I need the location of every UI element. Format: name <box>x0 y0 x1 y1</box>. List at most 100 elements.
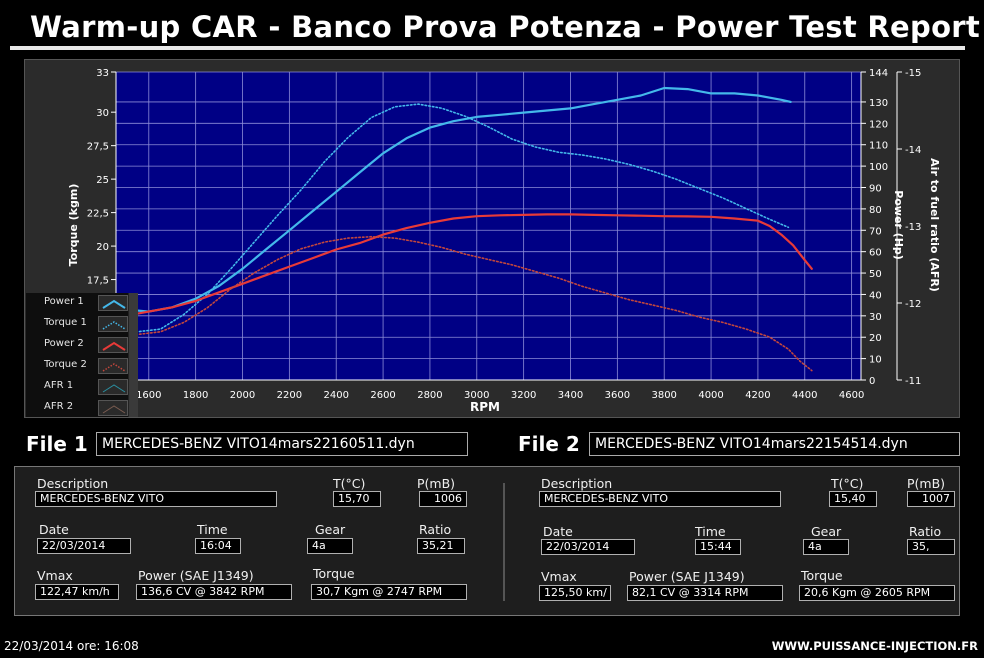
power-tick-label: 70 <box>869 226 882 237</box>
run2-pressure-field[interactable]: 1007 <box>907 491 955 507</box>
file-2-label: File 2 <box>518 432 580 456</box>
run2-time-field[interactable]: 15:44 <box>695 539 741 555</box>
afr-tick-label: -12 <box>905 299 921 310</box>
legend-label: Power 2 <box>44 338 84 349</box>
torque-axis-title: Torque (kgm) <box>67 184 80 267</box>
x-tick-label: 2800 <box>417 390 442 401</box>
torque-tick-label: 25 <box>96 175 109 186</box>
torque-tick-label: 20 <box>96 242 109 253</box>
legend-item-power-2[interactable]: Power 2 <box>26 335 138 356</box>
run2-date-field[interactable]: 22/03/2014 <box>541 539 635 555</box>
run1-time-field[interactable]: 16:04 <box>195 538 241 554</box>
run1-pressure-field[interactable]: 1006 <box>419 491 467 507</box>
run2-power-field[interactable]: 82,1 CV @ 3314 RPM <box>627 585 783 601</box>
legend-swatch <box>98 400 128 416</box>
power-tick-label: 110 <box>869 141 888 152</box>
run1-temperature-field[interactable]: 15,70 <box>333 491 381 507</box>
legend-label: Power 1 <box>44 296 84 307</box>
afr-tick-label: -15 <box>905 68 921 79</box>
run1-torque-label: Torque <box>313 566 355 581</box>
run2-gear-field[interactable]: 4a <box>803 539 849 555</box>
legend-swatch <box>98 358 128 374</box>
run1-description-label: Description <box>37 476 109 491</box>
run2-torque-field[interactable]: 20,6 Kgm @ 2605 RPM <box>799 585 955 601</box>
run-divider <box>503 483 505 601</box>
power-axis-title: Power (Hp) <box>892 190 905 260</box>
run2-pressure-label: P(mB) <box>907 476 946 491</box>
torque-tick-label: 27,5 <box>87 142 109 153</box>
x-tick-label: 3000 <box>464 390 489 401</box>
run1-description-field[interactable]: MERCEDES-BENZ VITO <box>35 491 277 507</box>
x-tick-label: 4600 <box>839 390 864 401</box>
run2-time-label: Time <box>695 524 726 539</box>
run2-vmax-field[interactable]: 125,50 km/ <box>539 585 611 601</box>
run2-description-field[interactable]: MERCEDES-BENZ VITO <box>539 491 781 507</box>
x-tick-label: 4000 <box>698 390 723 401</box>
power-tick-label: 20 <box>869 333 882 344</box>
report-title: Warm-up CAR - Banco Prova Potenza - Powe… <box>30 10 981 44</box>
run2-ratio-field[interactable]: 35, <box>907 539 955 555</box>
run1-ratio-field[interactable]: 35,21 <box>417 538 465 554</box>
run2-vmax-label: Vmax <box>541 569 577 584</box>
plot-area <box>116 72 861 380</box>
run1-vmax-label: Vmax <box>37 568 73 583</box>
x-tick-label: 2600 <box>370 390 395 401</box>
power-tick-label: 10 <box>869 355 882 366</box>
run2-ratio-label: Ratio <box>909 524 942 539</box>
x-tick-label: 2400 <box>323 390 348 401</box>
run1-ratio-label: Ratio <box>419 522 452 537</box>
title-divider <box>10 46 965 50</box>
run1-vmax-field[interactable]: 122,47 km/h <box>35 584 119 600</box>
power-tick-label: 100 <box>869 162 888 173</box>
torque-tick-label: 33 <box>96 68 109 79</box>
x-axis-title: RPM <box>470 400 500 414</box>
series-power-2 <box>124 213 813 317</box>
legend-label: AFR 1 <box>44 380 74 391</box>
power-tick-label: 30 <box>869 312 882 323</box>
legend-item-afr-2[interactable]: AFR 2 <box>26 398 138 419</box>
legend-swatch <box>98 295 128 311</box>
legend-item-afr-1[interactable]: AFR 1 <box>26 377 138 398</box>
afr-tick-label: -14 <box>905 145 921 156</box>
power-test-chart: 1600 1800 2000 2200 2400 2600 2800 3000 3200 3400… <box>24 59 960 418</box>
run1-date-field[interactable]: 22/03/2014 <box>37 538 131 554</box>
run1-gear-field[interactable]: 4a <box>307 538 353 554</box>
x-tick-label: 4200 <box>745 390 770 401</box>
legend-swatch <box>98 337 128 353</box>
run2-description-label: Description <box>541 476 613 491</box>
legend-scrollbar[interactable] <box>128 293 138 417</box>
series-torque-1 <box>112 103 790 333</box>
run2-temperature-label: T(°C) <box>831 476 864 491</box>
file-1-label: File 1 <box>26 432 88 456</box>
file-2-name-field[interactable]: MERCEDES-BENZ VITO14mars22154514.dyn <box>589 432 960 456</box>
run1-gear-label: Gear <box>315 522 346 537</box>
afr-axis-title: Air to fuel ratio (AFR) <box>928 158 941 292</box>
x-tick-label: 3600 <box>605 390 630 401</box>
footer-website-link[interactable]: WWW.PUISSANCE-INJECTION.FR <box>771 639 978 653</box>
run2-gear-label: Gear <box>811 524 842 539</box>
power-tick-label: 60 <box>869 248 882 259</box>
series-power-1 <box>124 86 792 313</box>
series-torque-2 <box>112 235 813 372</box>
legend-item-torque-2[interactable]: Torque 2 <box>26 356 138 377</box>
power-tick-label: 144 <box>869 68 888 79</box>
run1-date-label: Date <box>39 522 69 537</box>
power-tick-label: 80 <box>869 205 882 216</box>
run2-temperature-field[interactable]: 15,40 <box>829 491 877 507</box>
x-tick-label: 2000 <box>230 390 255 401</box>
run2-power-label: Power (SAE J1349) <box>629 569 745 584</box>
file-1-name-field[interactable]: MERCEDES-BENZ VITO14mars22160511.dyn <box>96 432 468 456</box>
legend-item-torque-1[interactable]: Torque 1 <box>26 314 138 335</box>
run1-torque-field[interactable]: 30,7 Kgm @ 2747 RPM <box>311 584 467 600</box>
torque-tick-label: 22,5 <box>87 209 109 220</box>
power-tick-label: 40 <box>869 290 882 301</box>
legend-swatch <box>98 316 128 332</box>
footer-timestamp: 22/03/2014 ore: 16:08 <box>4 639 139 653</box>
torque-tick-label: 17,5 <box>87 276 109 287</box>
x-tick-label: 3800 <box>651 390 676 401</box>
run1-power-field[interactable]: 136,6 CV @ 3842 RPM <box>136 584 292 600</box>
run1-time-label: Time <box>197 522 228 537</box>
legend-label: Torque 2 <box>44 359 87 370</box>
legend-item-power-1[interactable]: Power 1 <box>26 293 138 314</box>
torque-tick-label: 30 <box>96 108 109 119</box>
